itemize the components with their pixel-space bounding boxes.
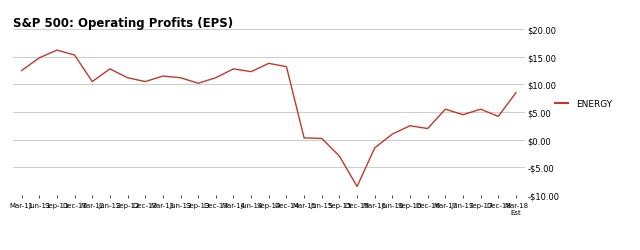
ENERGY [300, 137, 308, 140]
ENERGY [71, 54, 79, 57]
ENERGY [18, 70, 26, 73]
ENERGY [35, 57, 43, 60]
ENERGY [212, 77, 220, 80]
ENERGY [230, 68, 237, 71]
Line: ENERGY: ENERGY [22, 51, 516, 187]
ENERGY [124, 77, 131, 80]
ENERGY [265, 62, 273, 66]
ENERGY [353, 185, 361, 188]
ENERGY [424, 128, 431, 130]
ENERGY [512, 92, 520, 95]
ENERGY [177, 77, 184, 80]
ENERGY [477, 108, 484, 111]
ENERGY [195, 82, 202, 86]
ENERGY [106, 68, 114, 71]
ENERGY [318, 138, 326, 140]
Legend: ENERGY: ENERGY [555, 100, 612, 109]
ENERGY [388, 133, 396, 136]
ENERGY [283, 66, 291, 69]
ENERGY [459, 114, 467, 117]
ENERGY [141, 81, 149, 84]
ENERGY [371, 147, 379, 150]
Text: S&P 500: Operating Profits (EPS): S&P 500: Operating Profits (EPS) [13, 17, 233, 30]
ENERGY [406, 125, 414, 128]
ENERGY [335, 155, 343, 158]
ENERGY [159, 75, 166, 78]
ENERGY [442, 108, 449, 111]
ENERGY [247, 71, 255, 74]
ENERGY [495, 116, 502, 118]
ENERGY [88, 81, 96, 84]
ENERGY [53, 50, 61, 52]
